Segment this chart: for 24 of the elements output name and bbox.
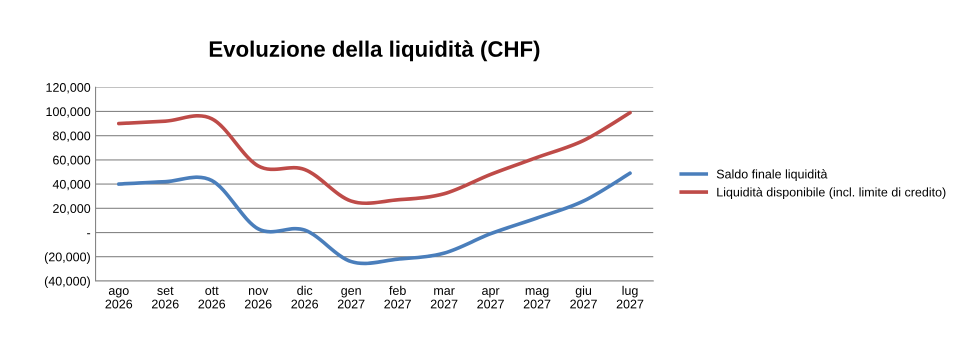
y-tick-label: 100,000 bbox=[46, 107, 90, 118]
x-tick-label: dic 2026 bbox=[291, 286, 318, 308]
x-tick-label: ago 2026 bbox=[106, 288, 132, 308]
x-tick-label: giu 2027 bbox=[570, 286, 597, 308]
x-tick-label: lug 2027 bbox=[616, 286, 644, 308]
x-tick-label: ott 2026 bbox=[198, 286, 226, 308]
x-tick-label: gen 2027 bbox=[338, 288, 364, 308]
y-tick-label: - bbox=[87, 233, 90, 234]
x-tick-label: set 2026 bbox=[152, 286, 179, 308]
x-tick-label: feb 2027 bbox=[384, 286, 411, 308]
x-tick-label: mag 2027 bbox=[524, 288, 550, 308]
y-tick-label: (20,000) bbox=[44, 252, 90, 264]
y-tick-label: 60,000 bbox=[53, 156, 90, 166]
chart-title: Evoluzione della liquidità (CHF) bbox=[210, 40, 540, 62]
y-tick-label: (40,000) bbox=[44, 276, 90, 288]
y-tick-label: 120,000 bbox=[46, 83, 90, 94]
y-tick-label: 40,000 bbox=[52, 180, 90, 190]
x-tick-label: mar 2027 bbox=[430, 288, 458, 308]
y-tick-label: 80,000 bbox=[53, 131, 90, 142]
x-tick-label: apr 2027 bbox=[477, 288, 504, 308]
legend-label: Saldo finale liquidità bbox=[716, 169, 828, 181]
x-tick-label: nov 2026 bbox=[244, 288, 272, 308]
legend-label: Liquidità disponibile (incl. limite di credito) bbox=[717, 187, 946, 200]
y-tick-label: 20,000 bbox=[53, 204, 90, 214]
